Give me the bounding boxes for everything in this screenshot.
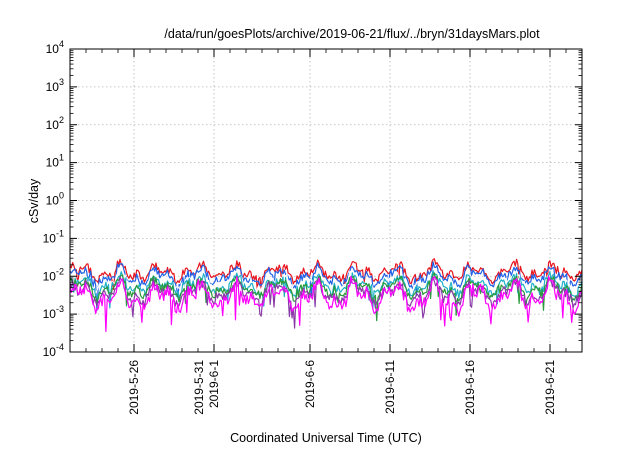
series-layer	[69, 258, 583, 333]
x-axis: 2019-5-26 2019-5-31 2019-6-1 2019-6-6 2019-6…	[69, 49, 583, 415]
y-tick-label: 102	[46, 115, 64, 132]
x-tick-label: 2019-6-11	[383, 360, 397, 414]
chart-title: /data/run/goesPlots/archive/2019-06-21/f…	[164, 27, 540, 41]
y-tick-label: 101	[46, 153, 64, 170]
x-tick-label: 2019-5-26	[127, 360, 141, 415]
y-tick-label: 104	[46, 39, 64, 56]
gridlines	[70, 49, 582, 352]
y-tick-label: 10-1	[43, 228, 64, 245]
x-tick-label: 2019-6-21	[543, 360, 557, 415]
x-tick-label: 2019-6-6	[303, 360, 317, 408]
x-tick-label: 2019-5-31	[192, 360, 206, 415]
y-tick-label: 10-4	[43, 342, 64, 359]
y-axis-label: cSv/day	[27, 178, 41, 223]
series-green	[69, 272, 583, 322]
y-tick-label: 10-3	[43, 304, 64, 321]
y-axis: 10-4 10-3 10-2 10-1 100 101 102 103 104	[43, 39, 582, 359]
x-axis-label: Coordinated Universal Time (UTC)	[230, 431, 422, 445]
series-red	[69, 258, 583, 291]
y-tick-label: 103	[46, 77, 64, 94]
series-blue	[69, 261, 583, 312]
series-magenta	[69, 275, 583, 333]
y-tick-label: 100	[46, 191, 64, 208]
x-tick-label: 2019-6-1	[207, 360, 221, 408]
x-tick-label: 2019-6-16	[463, 360, 477, 415]
y-tick-label: 10-2	[43, 266, 64, 283]
